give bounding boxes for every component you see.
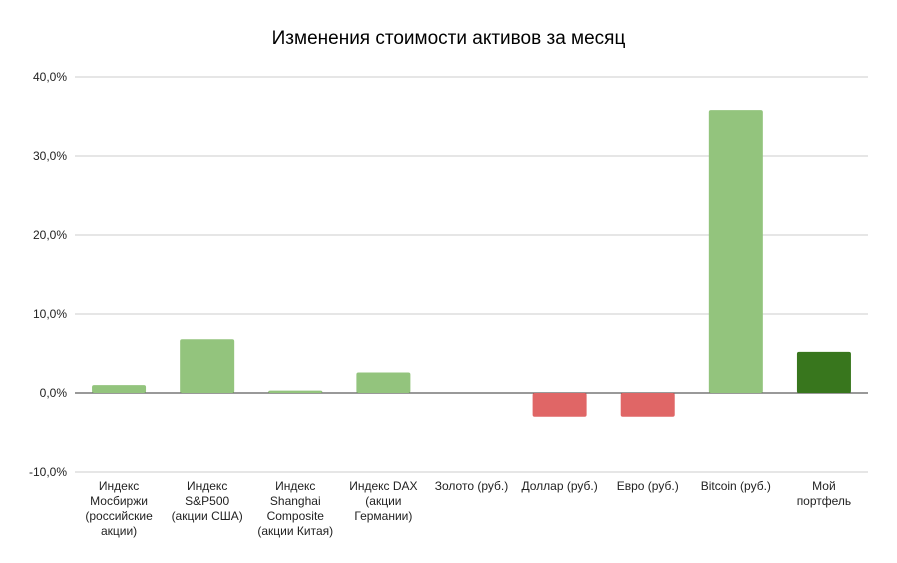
- x-tick-label-line: Bitcoin (руб.): [701, 479, 771, 493]
- x-tick-label-line: Индекс: [99, 479, 139, 493]
- x-tick-label-line: Индекс DAX: [349, 479, 417, 493]
- x-tick-label: Доллар (руб.): [521, 479, 597, 493]
- x-tick-label-line: Мосбиржи: [90, 494, 148, 508]
- x-tick-label-line: Германии): [354, 509, 412, 523]
- x-tick-label-line: Евро (руб.): [617, 479, 679, 493]
- x-tick-label-line: Доллар (руб.): [521, 479, 597, 493]
- x-axis-labels: Индекс Мосбиржи (российские акции)Индекс S&P…: [85, 479, 851, 538]
- x-tick-label: Индекс Shanghai Composite (акции Китая): [257, 479, 333, 538]
- bar: [356, 372, 411, 393]
- chart-title: Изменения стоимости активов за месяц: [271, 28, 626, 49]
- y-axis: -10,0% 0,0% 10,0% 20,0% 30,0% 40,0%: [29, 70, 67, 479]
- y-tick-label: 20,0%: [33, 228, 67, 242]
- y-tick-label: -10,0%: [29, 465, 67, 479]
- x-tick-label: Индекс S&P500 (акции США): [172, 479, 243, 523]
- x-tick-label: Евро (руб.): [617, 479, 679, 493]
- x-tick-label-line: (акции Китая): [257, 524, 333, 538]
- bar: [180, 339, 235, 393]
- y-tick-label: 30,0%: [33, 149, 67, 163]
- bars: [92, 110, 851, 417]
- y-tick-label: 40,0%: [33, 70, 67, 84]
- x-tick-label-line: Composite: [267, 509, 325, 523]
- y-tick-label: 10,0%: [33, 307, 67, 321]
- x-tick-label-line: портфель: [797, 494, 851, 508]
- x-tick-label-line: Мой: [812, 479, 836, 493]
- x-tick-label: Bitcoin (руб.): [701, 479, 771, 493]
- x-tick-label: Индекс Мосбиржи (российские акции): [85, 479, 153, 538]
- x-tick-label-line: S&P500: [185, 494, 229, 508]
- bar: [796, 351, 851, 393]
- bar: [268, 390, 323, 393]
- x-tick-label-line: (российские: [85, 509, 153, 523]
- bar: [620, 393, 675, 417]
- x-tick-label-line: Shanghai: [270, 494, 321, 508]
- x-tick-label-line: (акции: [365, 494, 401, 508]
- x-tick-label-line: акции): [101, 524, 137, 538]
- bar: [532, 393, 587, 417]
- bar: [708, 110, 763, 394]
- x-tick-label-line: Индекс: [275, 479, 315, 493]
- x-tick-label-line: Индекс: [187, 479, 227, 493]
- x-tick-label-line: Золото (руб.): [435, 479, 508, 493]
- x-tick-label: Индекс DAX (акции Германии): [349, 479, 417, 523]
- x-tick-label: Мой портфель: [797, 479, 851, 508]
- x-tick-label-line: (акции США): [172, 509, 243, 523]
- bar: [92, 385, 147, 393]
- x-tick-label: Золото (руб.): [435, 479, 508, 493]
- y-tick-label: 0,0%: [40, 386, 68, 400]
